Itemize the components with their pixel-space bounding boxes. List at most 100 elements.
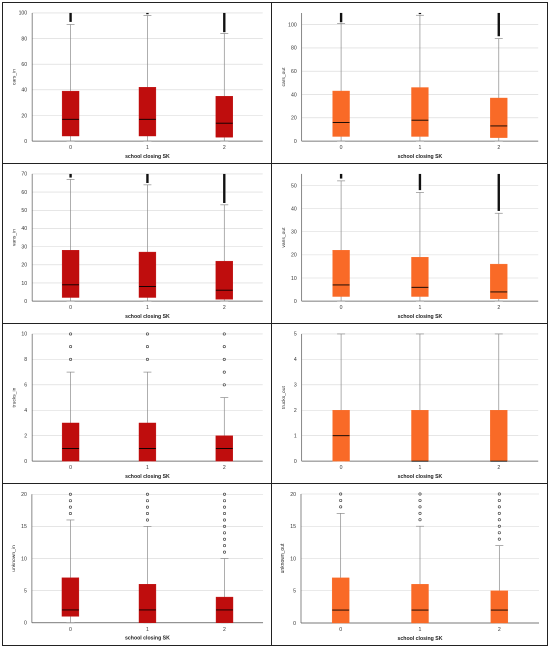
y-tick-label: 0	[293, 621, 296, 627]
y-tick-label: 1	[294, 433, 297, 439]
box-iqr	[490, 410, 508, 462]
outlier-point	[418, 511, 422, 515]
box-iqr	[138, 251, 157, 298]
box-iqr	[411, 584, 429, 624]
outlier-point	[68, 505, 72, 509]
y-tick-label: 40	[291, 206, 297, 212]
x-tick-label: 0	[339, 627, 342, 633]
outlier-point	[222, 383, 226, 387]
x-tick-label: 2	[497, 305, 500, 311]
outlier-point	[145, 512, 149, 516]
y-tick-label: 10	[21, 281, 27, 287]
y-tick-label: 20	[290, 492, 296, 498]
y-tick-label: 80	[21, 36, 27, 42]
box-iqr	[138, 422, 157, 462]
panel-trucks-in: 0 2 4 6 8 10 trucks_in school closing SK 0 1 2	[3, 324, 272, 484]
x-tick-label: 0	[69, 305, 72, 311]
outlier-point	[497, 511, 501, 515]
box-iqr	[138, 584, 157, 623]
outlier-point	[145, 345, 149, 349]
y-axis-label: cars_in	[11, 69, 17, 85]
y-axis-label: vans_in	[11, 229, 17, 246]
y-tick-label: 0	[294, 459, 297, 465]
outlier-point	[223, 505, 227, 509]
outlier-point	[339, 505, 343, 509]
y-axis-label: trucks_in	[11, 387, 17, 407]
y-tick-label: 60	[21, 62, 27, 68]
y-tick-label: 0	[294, 299, 297, 305]
x-tick-label: 2	[223, 145, 226, 151]
y-tick-label: 20	[291, 116, 297, 122]
outlier-point	[339, 498, 343, 502]
outlier-point	[69, 345, 73, 349]
outlier-point	[223, 492, 227, 496]
outlier-point	[418, 498, 422, 502]
outlier-point	[223, 531, 227, 535]
x-tick-label: 0	[340, 145, 343, 151]
panel-cars-in: 0 20 40 60 80 100 cars_in school closing SK 0 1 2	[3, 3, 272, 164]
outlier-point	[222, 345, 226, 349]
box-iqr	[331, 577, 350, 624]
outlier-point	[145, 499, 149, 503]
outlier-point	[223, 512, 227, 516]
x-tick-label: 2	[223, 305, 226, 311]
y-tick-label: 30	[291, 230, 297, 236]
y-tick-label: 10	[21, 556, 27, 562]
box-iqr	[490, 263, 508, 300]
box-iqr	[215, 96, 233, 138]
outlier-point	[222, 357, 226, 361]
outlier-point	[223, 499, 227, 503]
x-tick-label: 1	[146, 145, 149, 151]
x-axis-label: school closing SK	[398, 314, 443, 320]
outlier-point	[497, 531, 501, 535]
outlier-point	[69, 357, 73, 361]
y-tick-label: 0	[24, 299, 27, 305]
y-tick-label: 5	[293, 589, 296, 595]
x-tick-label: 1	[418, 145, 421, 151]
panel-unknown-out: 0 5 10 15 20 unknown_out school closing SK 0 1 2	[272, 484, 547, 645]
y-tick-label: 2	[24, 433, 27, 439]
x-tick-label: 0	[340, 465, 343, 471]
x-tick-label: 2	[497, 145, 500, 151]
outlier-point	[497, 537, 501, 541]
panel-trucks-out: 0 1 2 3 4 5 trucks_out school closing SK 0 1 2	[272, 324, 547, 484]
x-axis-label: school closing SK	[125, 474, 170, 480]
box-iqr	[490, 97, 508, 138]
outlier-point	[145, 505, 149, 509]
y-tick-label: 100	[288, 22, 297, 28]
panel-unknown-in: 0 5 10 15 20 unknown_in school closing SK 0 1 2	[3, 484, 272, 645]
outlier-point	[223, 518, 227, 522]
outlier-point	[497, 518, 501, 522]
box-iqr	[138, 87, 157, 137]
box-iqr	[490, 590, 509, 624]
y-tick-label: 40	[21, 226, 27, 232]
x-tick-label: 1	[418, 465, 421, 471]
outlier-point	[223, 550, 227, 554]
y-tick-label: 0	[24, 459, 27, 465]
box-iqr	[215, 260, 233, 300]
outlier-point	[339, 492, 343, 496]
x-axis-label: school closing SK	[398, 154, 443, 160]
y-tick-label: 5	[24, 588, 27, 594]
outlier-point	[222, 370, 226, 374]
x-tick-label: 1	[419, 627, 422, 633]
x-axis-label: school closing SK	[125, 154, 170, 160]
y-tick-label: 20	[21, 263, 27, 269]
y-tick-label: 4	[24, 408, 27, 414]
y-tick-label: 5	[294, 332, 297, 338]
panel-vans-out: 0 10 20 30 40 50 vans_out school closing SK 0 1 2	[272, 164, 547, 324]
y-tick-label: 60	[291, 69, 297, 75]
y-axis-label: vans_out	[281, 227, 287, 248]
outlier-point	[223, 524, 227, 528]
y-tick-label: 6	[24, 383, 27, 389]
y-tick-label: 10	[21, 332, 27, 338]
outlier-point	[145, 332, 149, 336]
box-iqr	[411, 256, 429, 297]
outlier-point	[418, 518, 422, 522]
outlier-point	[68, 499, 72, 503]
y-tick-label: 30	[21, 244, 27, 250]
